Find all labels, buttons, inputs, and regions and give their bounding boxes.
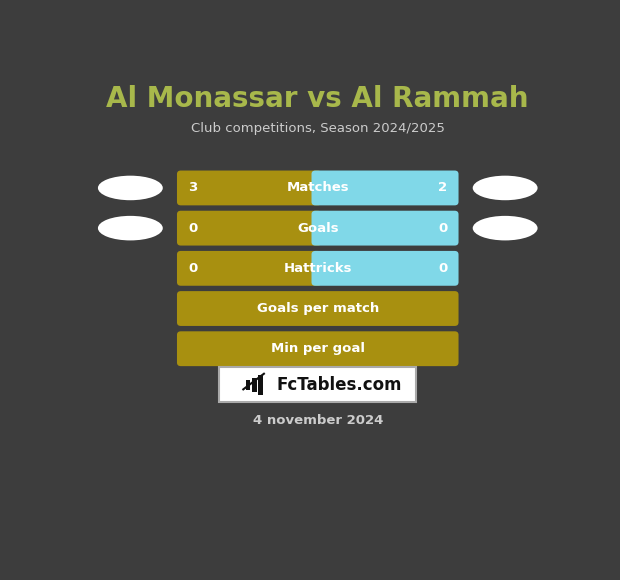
- Bar: [313, 255, 322, 281]
- FancyBboxPatch shape: [177, 251, 322, 286]
- Text: 3: 3: [188, 182, 197, 194]
- Bar: [313, 215, 322, 241]
- Text: Min per goal: Min per goal: [271, 342, 365, 355]
- Text: Goals: Goals: [297, 222, 339, 235]
- FancyBboxPatch shape: [177, 171, 322, 205]
- Text: Goals per match: Goals per match: [257, 302, 379, 315]
- Bar: [252, 378, 257, 392]
- Ellipse shape: [472, 216, 538, 241]
- Text: Club competitions, Season 2024/2025: Club competitions, Season 2024/2025: [191, 122, 445, 135]
- Bar: [313, 255, 322, 281]
- Text: 2: 2: [438, 182, 447, 194]
- Ellipse shape: [472, 176, 538, 200]
- FancyBboxPatch shape: [219, 368, 416, 403]
- Bar: [313, 175, 322, 201]
- FancyBboxPatch shape: [311, 171, 459, 205]
- FancyBboxPatch shape: [177, 211, 322, 245]
- Text: 0: 0: [188, 222, 197, 235]
- Text: 0: 0: [438, 262, 447, 275]
- FancyBboxPatch shape: [177, 291, 459, 326]
- Bar: [258, 375, 263, 395]
- Bar: [246, 380, 250, 390]
- Text: Hattricks: Hattricks: [283, 262, 352, 275]
- FancyBboxPatch shape: [311, 251, 459, 286]
- Ellipse shape: [98, 216, 163, 241]
- Bar: [313, 215, 322, 241]
- Text: Al Monassar vs Al Rammah: Al Monassar vs Al Rammah: [107, 85, 529, 113]
- Ellipse shape: [98, 176, 163, 200]
- FancyBboxPatch shape: [311, 211, 459, 245]
- Text: 0: 0: [188, 262, 197, 275]
- Text: 0: 0: [438, 222, 447, 235]
- Text: FcTables.com: FcTables.com: [277, 376, 402, 394]
- Text: 4 november 2024: 4 november 2024: [252, 414, 383, 427]
- Text: Matches: Matches: [286, 182, 349, 194]
- Bar: [313, 175, 322, 201]
- FancyBboxPatch shape: [177, 331, 459, 366]
